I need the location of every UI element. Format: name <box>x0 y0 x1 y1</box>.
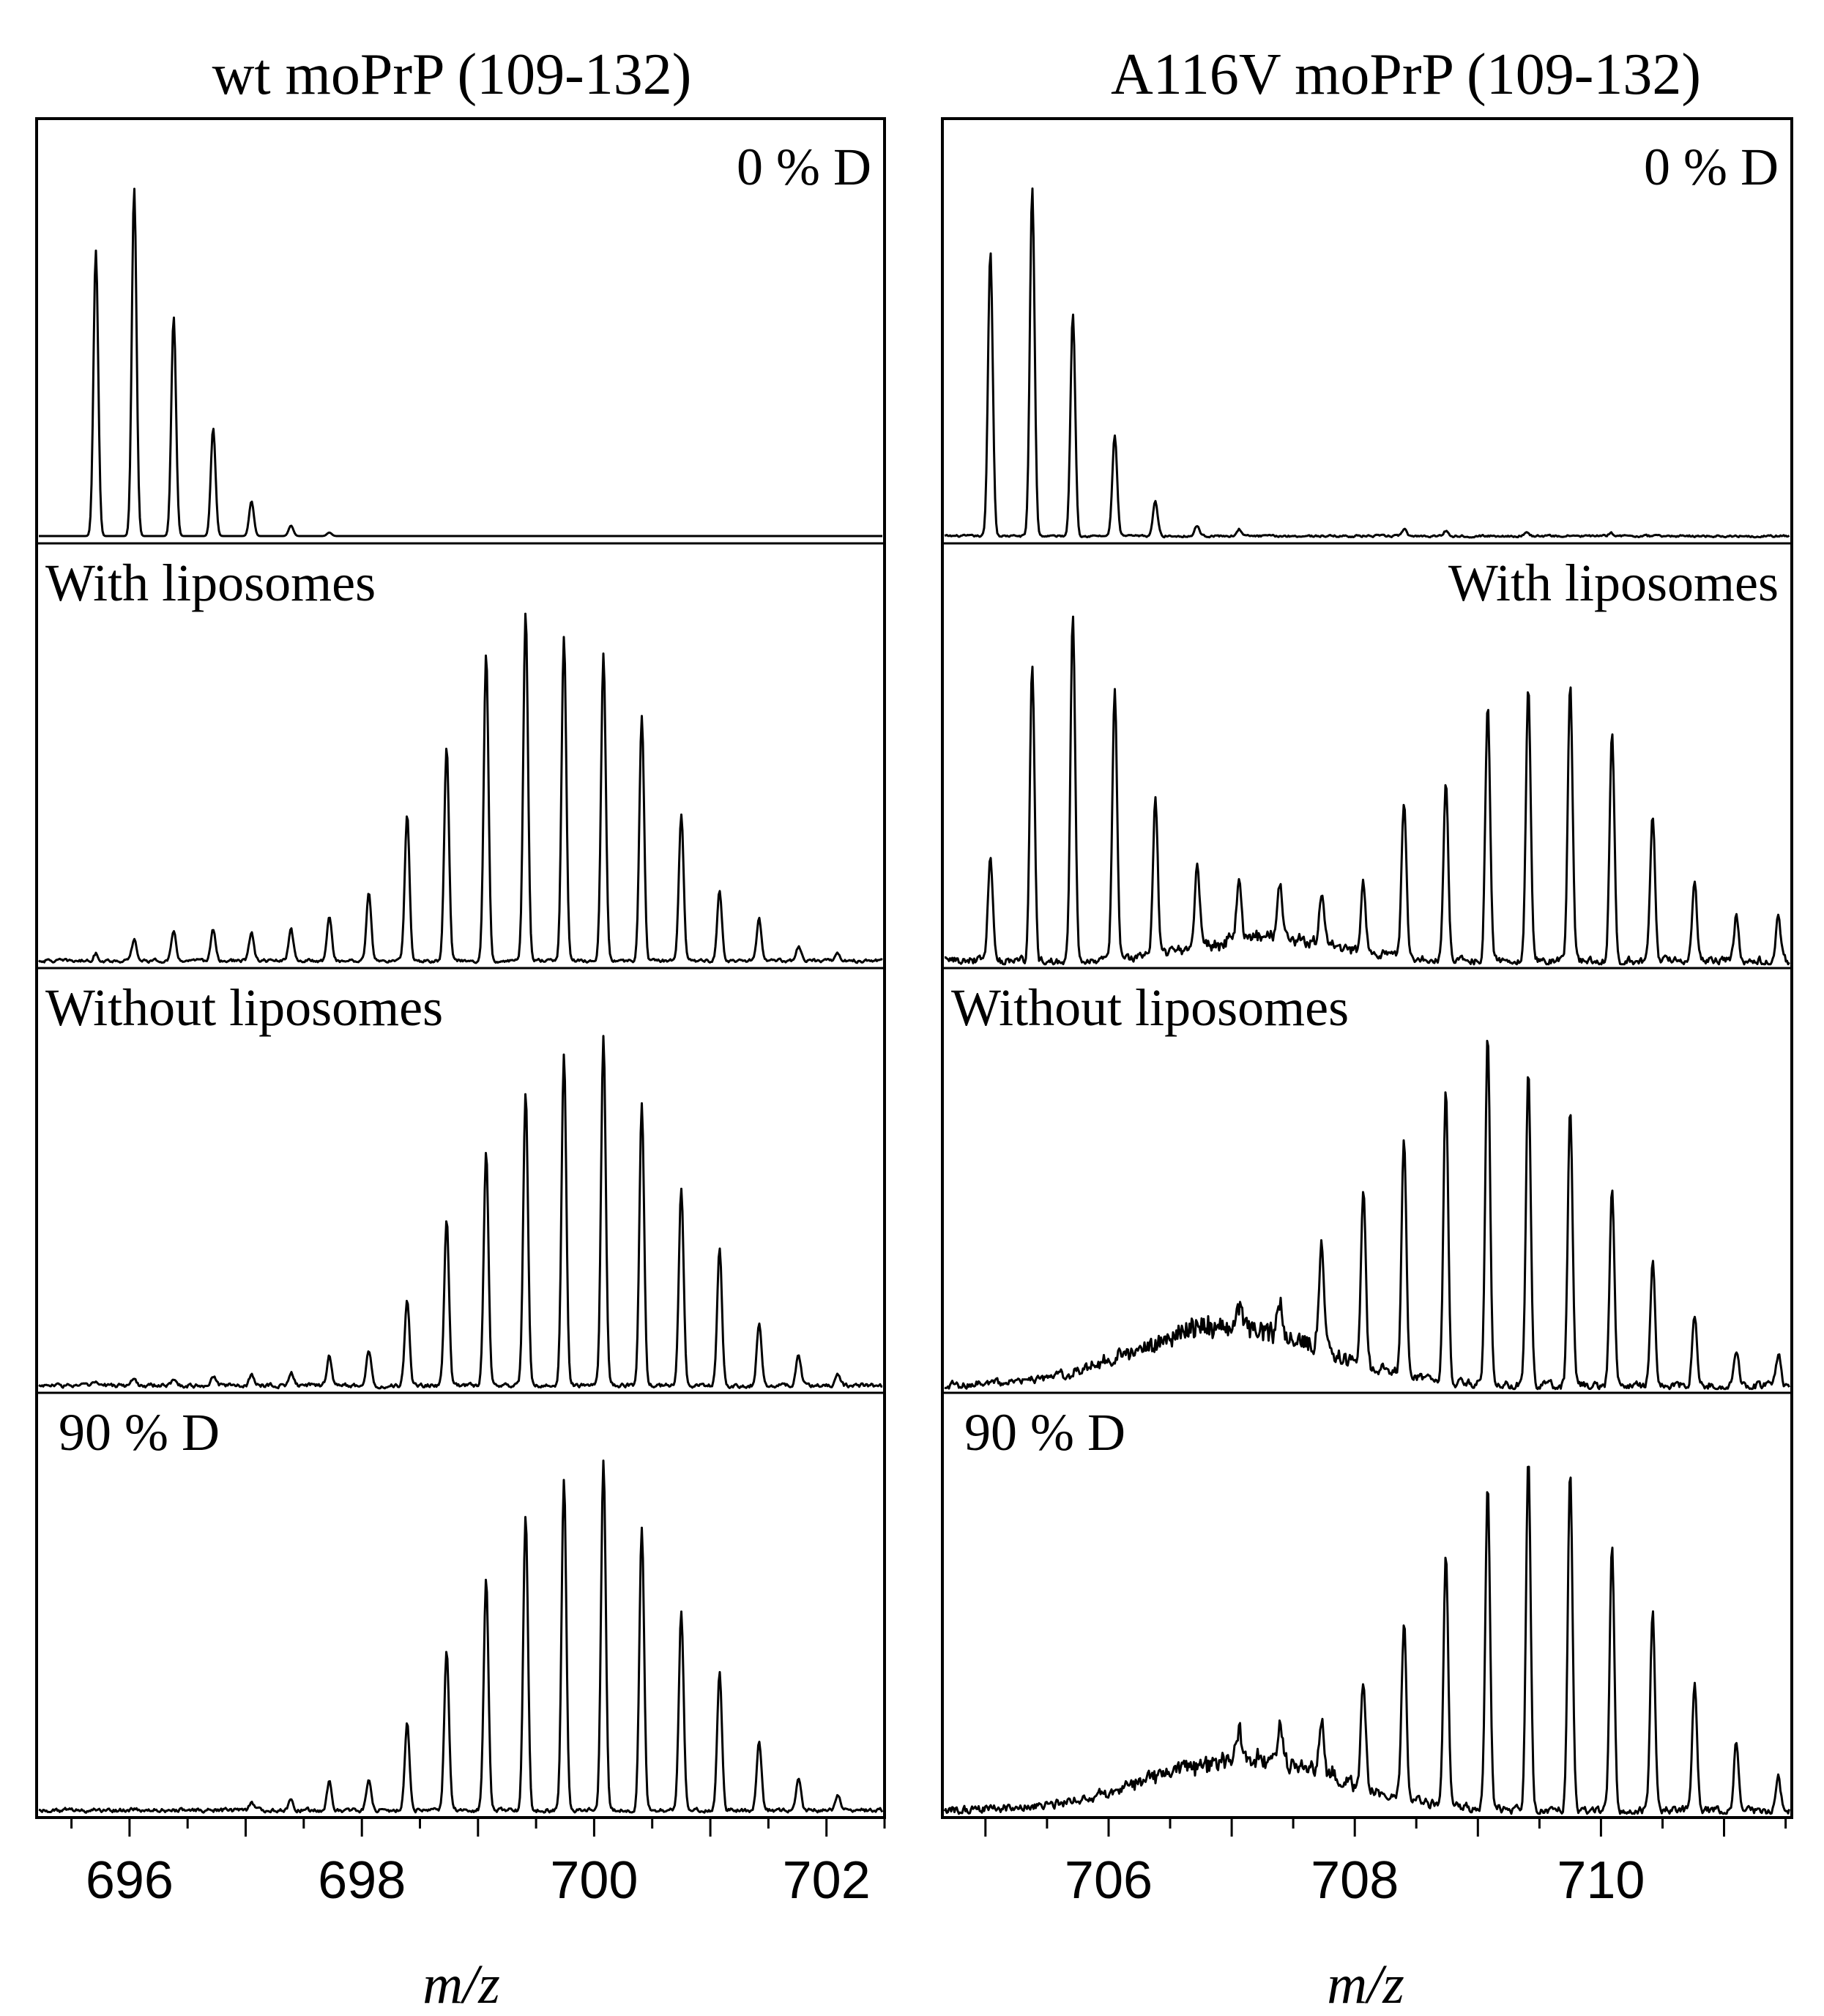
spectrum-trace <box>38 1459 884 1814</box>
chart-wt: wt moPrP (109-132) 0 % D With liposomes Wi… <box>35 42 886 2015</box>
chart-a116v-panels: 0 % D With liposomes Without liposomes 90 %… <box>942 138 1792 1815</box>
panel-label: With liposomes <box>45 554 376 612</box>
panel-wt-2: Without liposomes <box>37 967 885 1390</box>
panel-label: 0 % D <box>1644 138 1779 196</box>
panel-label: With liposomes <box>1448 554 1779 612</box>
chart-a116v-x-axis: 706 708 710 <box>984 1818 1787 1910</box>
chart-a116v-title: A116V moPrP (109-132) <box>1111 42 1701 107</box>
tick-label: 706 <box>1065 1851 1153 1910</box>
tick-label: 698 <box>318 1851 406 1910</box>
chart-wt-panels: 0 % D With liposomes Without liposomes 90 %… <box>37 138 885 1814</box>
panel-label: 0 % D <box>737 138 871 196</box>
spectrum-trace <box>944 615 1790 966</box>
panel-a116v-0: 0 % D <box>944 138 1790 539</box>
tick-label: 696 <box>86 1851 174 1910</box>
panel-a116v-3: 90 % D <box>942 1391 1792 1815</box>
chart-wt-xlabel: m/z <box>423 1954 500 2015</box>
panel-label: 90 % D <box>964 1403 1125 1462</box>
spectrum-trace <box>38 1035 883 1390</box>
tick-label: 700 <box>550 1851 638 1910</box>
chart-a116v-xlabel: m/z <box>1327 1954 1404 2015</box>
spectrum-trace <box>943 1465 1790 1815</box>
panel-wt-1: With liposomes <box>37 542 885 964</box>
tick-label: 702 <box>783 1851 871 1910</box>
tick-label: 708 <box>1311 1851 1399 1910</box>
panel-wt-3: 90 % D <box>37 1391 885 1814</box>
spectrum-trace <box>944 187 1790 539</box>
spectrum-trace <box>944 1039 1790 1391</box>
panel-label: Without liposomes <box>45 978 443 1037</box>
chart-wt-x-axis: 696 698 700 702 <box>70 1818 886 1910</box>
chart-a116v: A116V moPrP (109-132) 0 % D With liposome… <box>941 42 1793 2015</box>
panel-a116v-2: Without liposomes <box>942 967 1792 1391</box>
panel-label: Without liposomes <box>951 978 1349 1037</box>
panel-label: 90 % D <box>59 1403 220 1462</box>
panel-wt-0: 0 % D <box>39 138 882 538</box>
tick-label: 710 <box>1557 1851 1645 1910</box>
spectrum-trace <box>39 187 882 538</box>
spectrum-trace <box>37 612 883 964</box>
panel-a116v-1: With liposomes <box>942 542 1792 966</box>
chart-wt-title: wt moPrP (109-132) <box>212 42 692 107</box>
